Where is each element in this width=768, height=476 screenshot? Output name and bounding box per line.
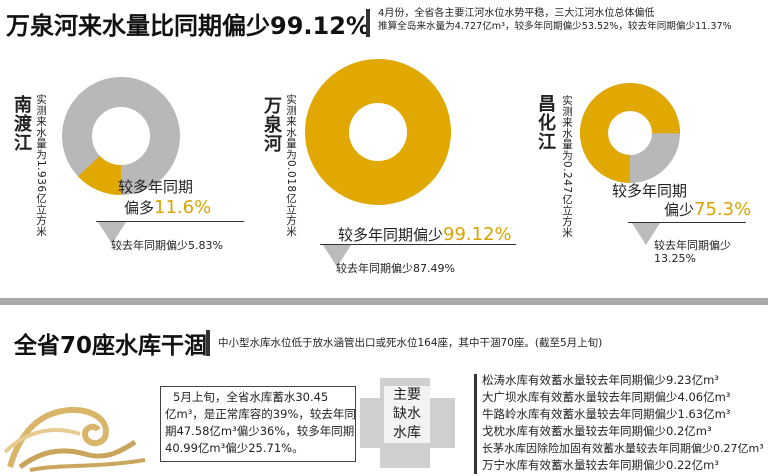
nandu-multi-year-label: 较多年同期 (118, 178, 194, 196)
list-bracket (474, 374, 477, 474)
changhua-arrow (632, 223, 660, 245)
changhua-last-year: 较去年同期偏少13.25% (654, 239, 731, 265)
storage-line-2: 亿m³，是正常库容的39%，较去年同 (165, 407, 356, 421)
main-label-1: 主要 (393, 387, 421, 403)
measured-wanquan: 实测来水量为0.018亿立方米 (285, 94, 297, 237)
wanquan-multi-year-pct: 99.12% (443, 224, 512, 245)
wanquan-arrow (323, 245, 351, 267)
measured-nandu: 实测来水量为1.936亿立方米 (35, 94, 47, 237)
wanquan-last-year: 较去年同期偏少87.49% (336, 262, 455, 275)
nandu-last-year: 较去年同期偏少5.83% (111, 239, 223, 252)
wanquan-underline (320, 244, 516, 245)
header-note: 4月份，全省各主要江河水位水势平稳，三大江河水位总体偏低 推算全岛来水量为4.7… (378, 7, 766, 33)
list-item: 牛路岭水库有效蓄水量较去年同期偏少1.63亿m³ (482, 407, 731, 421)
header-note-line-2: 推算全岛来水量为4.727亿m³，较多年同期偏少53.52%，较去年同期偏少11… (378, 21, 732, 32)
list-item: 大广坝水库有效蓄水量较去年同期偏少4.06亿m³ (482, 390, 731, 404)
list-item: 松涛水库有效蓄水量较去年同期偏少9.23亿m³ (482, 373, 719, 387)
wanquan-multi-year: 较多年同期偏少99.12% (338, 224, 512, 245)
reservoir-title: 全省70座水库干涸 (14, 333, 208, 359)
title-divider (366, 9, 370, 37)
changhua-multi-year-pct: 75.3% (694, 199, 752, 220)
reservoir-subtitle: 中小型水库水位低于放水涵管出口或死水位164座，其中干涸70座。(截至5月上旬) (218, 337, 603, 349)
wave-illustration (3, 406, 146, 472)
storage-line-3: 期47.58亿m³偏少36%，较多年同期 (165, 424, 355, 438)
nandu-arrow (98, 222, 126, 244)
reservoir-title-divider (206, 330, 210, 356)
nandu-multi-year-pct: 11.6% (154, 197, 212, 218)
river-name-nandu: 南渡江 (11, 95, 32, 152)
changhua-multi-year-dir: 偏少 (664, 201, 695, 219)
donut-charts (62, 59, 680, 205)
section-divider (0, 298, 768, 305)
main-shortage-label: 主要 缺水 水库 (384, 386, 430, 443)
nandu-donut-gold (62, 77, 180, 195)
changhua-underline (628, 222, 746, 223)
changhua-multi-year-label: 较多年同期 (612, 182, 688, 200)
wanquan-donut-gold (305, 59, 451, 205)
nandu-underline (96, 221, 244, 222)
measured-changhua: 实测来水量为0.247亿立方米 (561, 95, 573, 238)
river-name-changhua: 昌化江 (535, 94, 556, 151)
main-label-3: 水库 (393, 425, 421, 441)
changhua-donut-gold (580, 83, 680, 183)
nandu-multi-year-dir: 偏多 (124, 199, 155, 217)
wanquan-multi-year-label: 较多年同期偏少 (338, 226, 444, 244)
river-name-wanquan: 万泉河 (261, 96, 282, 153)
list-item: 万宁水库有效蓄水量较去年同期偏少0.22亿m³ (482, 458, 719, 472)
storage-line-4: 40.99亿m³偏少25.71%。 (165, 441, 304, 455)
nandu-multi-year: 偏多11.6% (124, 198, 211, 218)
list-item: 戈枕水库有效蓄水量较去年同期偏少0.2亿m³ (482, 424, 712, 438)
storage-summary: 5月上旬，全省水库蓄水30.45 亿m³，是正常库容的39%，较去年同 期47.… (160, 386, 356, 462)
main-label-2: 缺水 (393, 406, 421, 422)
changhua-multi-year: 偏少75.3% (664, 200, 751, 220)
page-title: 万泉河来水量比同期偏少99.12% (6, 12, 370, 40)
list-item: 长茅水库因除险加固有效蓄水量较去年同期偏少0.27亿m³ (482, 442, 764, 455)
storage-line-1: 5月上旬，全省水库蓄水30.45 (173, 390, 329, 404)
reservoir-list: 松涛水库有效蓄水量较去年同期偏少9.23亿m³ 大广坝水库有效蓄水量较去年同期偏… (482, 372, 764, 474)
header-note-line-1: 4月份，全省各主要江河水位水势平稳，三大江河水位总体偏低 (378, 8, 655, 19)
